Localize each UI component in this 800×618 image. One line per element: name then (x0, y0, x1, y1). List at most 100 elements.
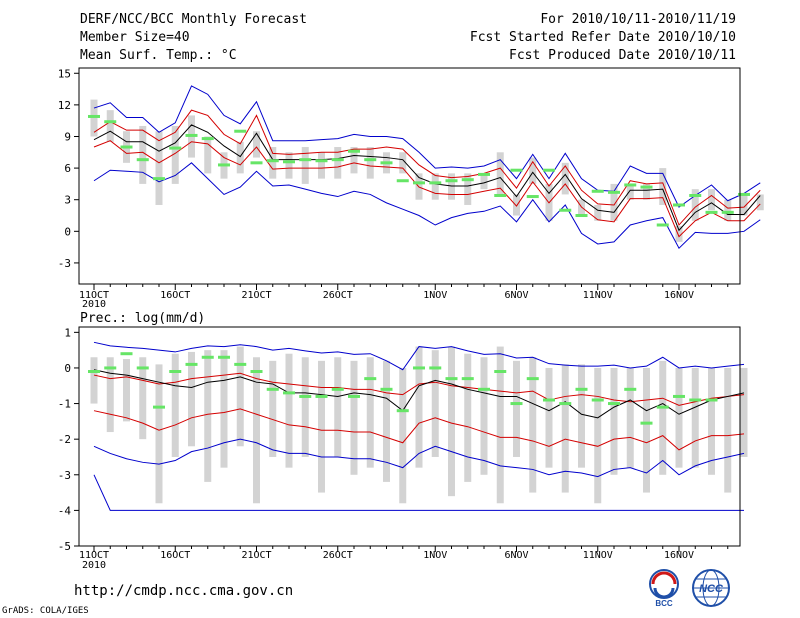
svg-text:NCC: NCC (699, 583, 724, 595)
median-day-21 (413, 366, 425, 370)
box-day-5 (155, 364, 163, 504)
box-day-31 (578, 364, 585, 468)
box-day-32 (594, 367, 602, 504)
box-day-17 (350, 147, 358, 174)
lower-spread-line (93, 140, 761, 238)
median-day-7 (185, 133, 198, 137)
median-day-10 (234, 362, 247, 366)
box-day-14 (301, 147, 309, 184)
box-day-10 (236, 141, 244, 174)
median-day-34 (624, 387, 637, 391)
y-tick-label: -1 (58, 398, 71, 411)
box-day-28 (529, 357, 537, 493)
median-day-26 (494, 193, 507, 197)
box-day-38 (691, 367, 699, 468)
box-day-25 (480, 173, 488, 190)
median-day-29 (543, 398, 555, 402)
median-day-22 (429, 366, 442, 370)
median-day-19 (380, 387, 393, 391)
box-day-11 (253, 357, 260, 504)
box-day-6 (171, 353, 179, 457)
median-day-3 (120, 145, 133, 149)
bcc-logo: BCC (649, 569, 679, 608)
median-day-9 (218, 163, 230, 167)
box-day-13 (285, 152, 293, 179)
median-day-22 (429, 181, 442, 185)
box-day-35 (643, 367, 650, 493)
box-day-39 (708, 367, 715, 475)
box-day-1 (90, 99, 98, 137)
x-tick-label: 11OCT (79, 550, 109, 561)
box-day-35 (643, 183, 650, 200)
box-day-3 (123, 359, 130, 422)
median-day-12 (266, 159, 279, 163)
ncc-logo: NCC (692, 569, 730, 607)
median-day-23 (445, 179, 458, 183)
median-day-31 (575, 387, 588, 391)
median-day-6 (169, 146, 182, 150)
member-size-label: Member Size=40 (80, 30, 190, 45)
x-tick-label: 6NOV (504, 290, 528, 301)
precip-title: Prec.: log(mm/d) (80, 311, 205, 326)
median-day-14 (299, 158, 312, 162)
box-day-28 (529, 157, 537, 184)
median-day-19 (380, 161, 393, 165)
median-day-28 (526, 195, 539, 199)
panel-2: -5 -4 -3 -2 -1 0 1 11OCT 16OCT 21OCT 26OCT 1NOV 6NOV… (58, 326, 748, 571)
median-day-5 (153, 177, 165, 181)
box-day-13 (285, 353, 293, 468)
median-day-37 (673, 394, 685, 398)
box-day-16 (334, 147, 342, 179)
y-tick-label: 12 (58, 99, 71, 112)
median-day-40 (721, 210, 734, 214)
box-day-8 (204, 136, 212, 174)
box-day-27 (513, 360, 520, 457)
box-day-8 (204, 350, 212, 482)
ensemble-mean-line (93, 124, 761, 232)
median-day-13 (283, 160, 295, 164)
grads-credit: GrADS: COLA/IGES (2, 606, 89, 616)
box-day-15 (318, 152, 325, 179)
min-envelope-line (93, 162, 761, 249)
median-day-14 (299, 394, 312, 398)
median-day-33 (608, 190, 620, 194)
median-day-4 (136, 158, 149, 162)
median-day-8 (201, 137, 214, 141)
median-day-18 (364, 158, 377, 162)
x-tick-label: 16NOV (664, 550, 694, 561)
svg-text:BCC: BCC (655, 599, 673, 608)
median-day-12 (266, 387, 279, 391)
median-day-25 (478, 172, 490, 176)
box-day-16 (334, 357, 342, 457)
median-day-38 (689, 193, 702, 197)
y-tick-label: 6 (64, 162, 71, 175)
box-day-40 (724, 367, 732, 493)
median-day-29 (543, 168, 555, 172)
median-day-13 (283, 391, 295, 395)
y-tick-label: 9 (64, 130, 71, 143)
box-day-2 (106, 357, 114, 433)
plot-frame (78, 67, 741, 285)
forecast-period: For 2010/10/11-2010/11/19 (540, 12, 736, 27)
box-day-11 (253, 131, 260, 158)
box-day-24 (464, 173, 472, 205)
box-day-22 (431, 350, 439, 457)
median-day-39 (705, 210, 718, 214)
box-day-42 (756, 194, 764, 211)
start-date: Fcst Started Refer Date 2010/10/10 (469, 30, 736, 45)
box-day-2 (106, 110, 114, 142)
source-url[interactable]: http://cmdp.ncc.cma.gov.cn (74, 583, 294, 599)
box-day-18 (366, 357, 374, 468)
box-day-41 (740, 367, 748, 457)
median-day-36 (656, 405, 669, 409)
panel-1: -3 0 3 6 9 12 15 11OCT 16OCT 21OCT 26OCT 1NOV 6NOV 11… (58, 67, 764, 326)
variable-label: Mean Surf. Temp.: °C (80, 48, 237, 63)
median-day-32 (591, 398, 604, 402)
min-envelope-line (93, 438, 745, 478)
median-day-18 (364, 377, 377, 381)
median-day-15 (315, 394, 328, 398)
x-tick-label: 11OCT (79, 290, 109, 301)
box-day-19 (383, 360, 390, 482)
year-label: 2010 (82, 299, 106, 310)
